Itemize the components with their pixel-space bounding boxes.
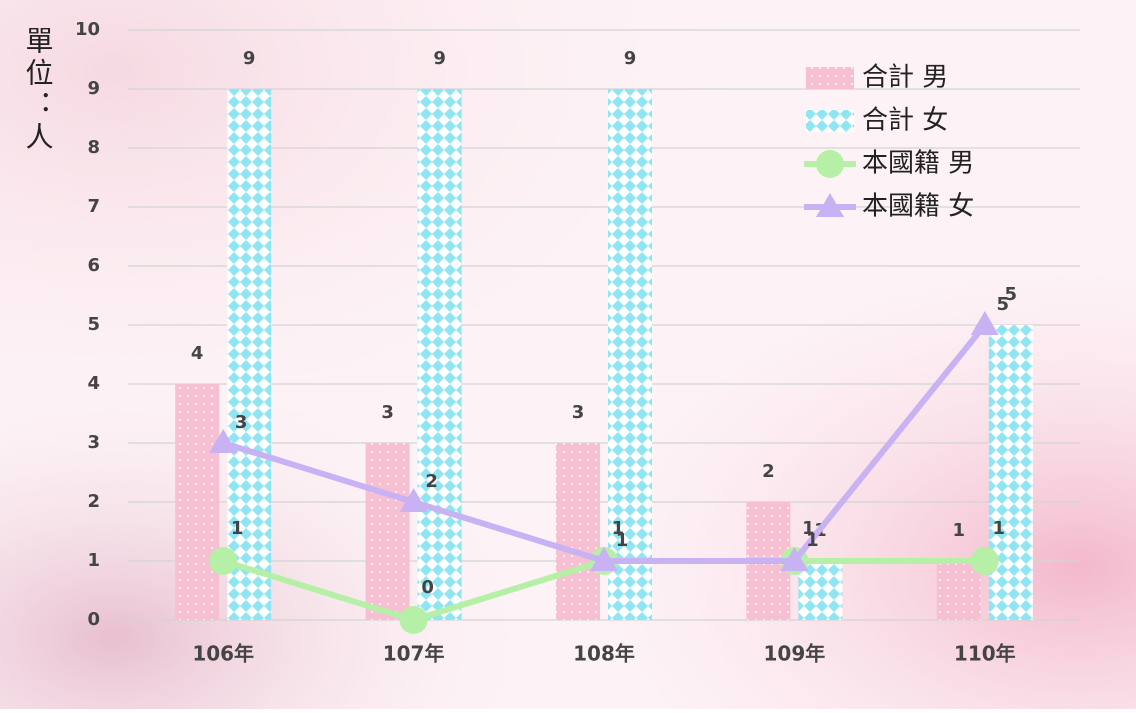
x-tick-label: 109年 [764, 642, 826, 666]
line-label: 5 [997, 294, 1010, 315]
y-tick-label: 2 [87, 491, 100, 512]
bar-label: 2 [762, 461, 775, 482]
bar [608, 89, 652, 620]
line-marker [816, 193, 844, 217]
line-label: 1 [993, 518, 1006, 539]
y-tick-label: 6 [87, 255, 100, 276]
y-tick-label: 4 [87, 373, 100, 394]
bar [988, 325, 1033, 620]
line-label: 0 [421, 577, 434, 598]
line-marker [399, 488, 428, 512]
legend-label: 合計 男 [862, 63, 948, 93]
bar [556, 443, 600, 620]
y-tick-label: 9 [87, 78, 100, 99]
y-tick-label: 3 [87, 432, 100, 453]
line-label: 2 [425, 471, 438, 492]
bar-label: 9 [243, 48, 256, 69]
x-tick-label: 107年 [383, 642, 445, 666]
line-marker [399, 606, 428, 634]
bar [417, 89, 462, 620]
legend-label: 合計 女 [862, 106, 948, 136]
x-tick-label: 106年 [192, 642, 254, 666]
bar-label: 3 [381, 402, 394, 423]
y-tick-label: 1 [87, 550, 100, 571]
line-label: 1 [802, 518, 815, 539]
line-marker [816, 150, 844, 178]
y-tick-label: 8 [87, 137, 100, 158]
legend-swatch [806, 110, 854, 132]
bar-label: 5 [1005, 284, 1018, 305]
x-tick-label: 110年 [954, 642, 1016, 666]
line-label: 1 [231, 518, 244, 539]
line-marker [970, 311, 999, 335]
line-marker [209, 429, 238, 453]
y-tick-label: 7 [87, 196, 100, 217]
line-marker [780, 547, 809, 571]
line-marker [209, 547, 238, 575]
bar-label: 4 [191, 343, 204, 364]
line-marker [970, 547, 999, 575]
bar [175, 384, 220, 620]
legend-swatch [806, 67, 854, 89]
y-tick-label: 0 [87, 609, 100, 630]
bar-label: 9 [624, 48, 637, 69]
bar-label: 3 [572, 402, 585, 423]
line-label: 1 [806, 530, 819, 551]
line-marker [590, 547, 618, 571]
bar-label: 9 [433, 48, 446, 69]
y-tick-label: 5 [87, 314, 100, 335]
line-label: 1 [616, 530, 629, 551]
y-axis-title: 單位：人 [22, 26, 55, 154]
legend-label: 本國籍 女 [862, 192, 974, 222]
bar-label: 1 [953, 520, 966, 541]
line-label: 1 [612, 518, 625, 539]
bar [365, 443, 410, 620]
y-tick-label: 10 [75, 19, 100, 40]
bar [936, 561, 981, 620]
x-tick-label: 108年 [573, 642, 635, 666]
line-label: 3 [235, 412, 248, 433]
legend-label: 本國籍 男 [862, 149, 974, 179]
bar [227, 89, 272, 620]
